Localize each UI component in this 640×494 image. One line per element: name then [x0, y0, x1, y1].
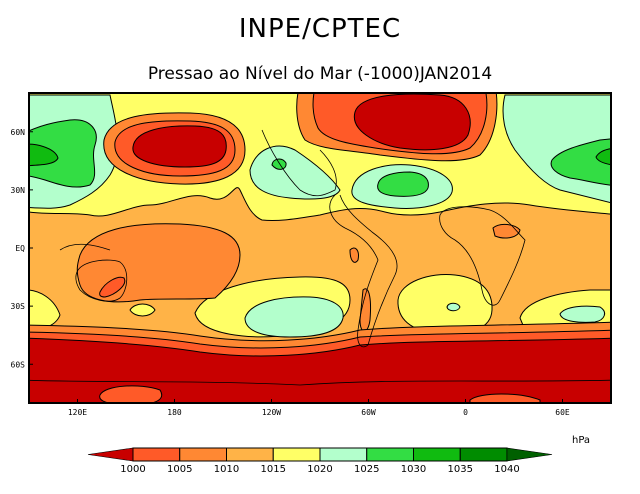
colorbar-level-label: 1020 [307, 464, 332, 475]
field-1005-1010-samerica [349, 247, 359, 263]
field-1030-1035-eurasia [595, 148, 611, 166]
colorbar-high-arrow [506, 447, 553, 462]
field-below-1000-natlantic [353, 93, 471, 151]
colorbar-swatch [413, 447, 461, 462]
x-tick-label: 60W [361, 408, 376, 417]
coastlines [29, 129, 611, 386]
x-axis: 120E 180 120W 60W 0 60E [68, 399, 570, 417]
field-1025-1030-namerica [271, 158, 287, 170]
colorbar-level-label: 1030 [401, 464, 426, 475]
colorbar-unit-label: hPa [572, 435, 590, 446]
colorbar-swatch [366, 447, 414, 462]
field-1015-1020-satlantic [397, 273, 493, 334]
y-tick-label: EQ [15, 244, 25, 253]
figure-title: INPE/CPTEC [238, 14, 402, 44]
colorbar-swatch [132, 447, 181, 462]
colorbar-swatch [459, 447, 508, 462]
colorbar-level-label: 1025 [354, 464, 379, 475]
colorbar-level-label: 1010 [214, 464, 239, 475]
y-tick-label: 30N [11, 186, 26, 195]
colorbar-swatch [179, 447, 227, 462]
field-below-1000-npacific [132, 125, 227, 168]
field-1020-1025-satl-small [446, 302, 461, 312]
figure-subtitle: Pressao ao Nível do Mar (-1000)JAN2014 [147, 64, 493, 84]
colorbar-legend: 1000 1005 1010 1015 1020 1025 1030 1035 1040 [87, 447, 553, 475]
x-tick-label: 120W [262, 408, 281, 417]
field-1030-1035-asia [29, 143, 59, 167]
field-1025-1030-eurasia [550, 138, 611, 186]
field-1020-1025-namerica [249, 145, 341, 200]
field-1020-1025-spacific [244, 296, 344, 338]
x-tick-label: 0 [463, 408, 468, 417]
y-tick-label: 60S [11, 360, 26, 369]
field-1000-1005-australia [99, 276, 126, 298]
field-1020-1025-indian [559, 305, 606, 323]
field-1005-1010-africa [492, 223, 521, 239]
y-axis: 60N 30N EQ 30S 60S [11, 128, 33, 369]
colorbar-swatch [226, 447, 274, 462]
colorbar-level-label: 1000 [120, 464, 145, 475]
y-tick-label: 60N [11, 128, 26, 137]
x-tick-label: 120E [68, 408, 87, 417]
y-tick-label: 30S [11, 302, 26, 311]
field-1025-1030-atlantic [377, 171, 429, 197]
field-1015-1020-aus [129, 303, 156, 317]
contour-fields [29, 93, 611, 403]
colorbar-level-label: 1040 [494, 464, 519, 475]
field-1025-1030-asia [29, 119, 97, 188]
x-tick-label: 180 [167, 408, 182, 417]
colorbar-level-label: 1015 [261, 464, 286, 475]
colorbar-swatch [319, 447, 368, 462]
field-below-1000-south [29, 337, 611, 403]
colorbar-level-label: 1005 [167, 464, 192, 475]
colorbar-low-arrow [87, 447, 134, 462]
field-1000-1005-antarctica-b [469, 393, 541, 403]
colorbar-swatch [272, 447, 321, 462]
colorbar-level-label: 1035 [448, 464, 473, 475]
x-tick-label: 60E [555, 408, 570, 417]
